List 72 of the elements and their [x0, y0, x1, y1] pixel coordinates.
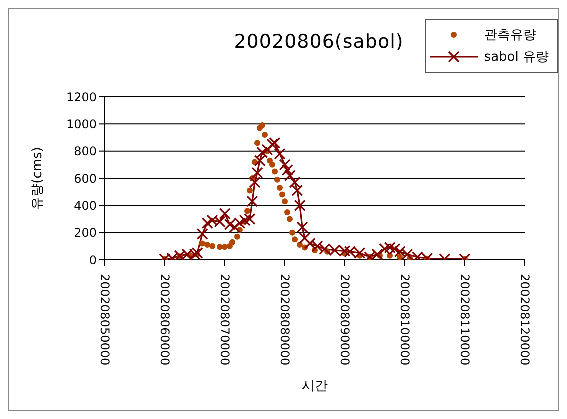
point — [266, 138, 278, 150]
point — [254, 140, 260, 146]
point — [277, 185, 283, 192]
point — [234, 234, 240, 240]
y-tick-label: 800 — [74, 144, 97, 159]
point — [397, 254, 403, 260]
x-tick-label: 200208120000 — [518, 274, 532, 366]
legend-label: sabol 유량 — [484, 49, 549, 66]
point — [284, 209, 290, 216]
point — [297, 242, 303, 248]
x-tick-label: 200208110000 — [458, 274, 472, 366]
point — [294, 200, 306, 212]
x-tick-label: 200208080000 — [278, 274, 292, 366]
y-axis-title: 유량(cms) — [30, 147, 46, 210]
point — [304, 238, 316, 250]
point — [249, 176, 261, 188]
point — [384, 242, 396, 254]
x-tick-label: 200208070000 — [218, 274, 232, 366]
y-tick-label: 200 — [74, 226, 97, 240]
point — [274, 176, 280, 183]
x-axis-title: 시간 — [302, 379, 328, 394]
point — [284, 170, 296, 182]
point — [204, 242, 210, 248]
point — [256, 146, 268, 158]
point — [254, 155, 266, 167]
y-tick-label: 400 — [74, 198, 97, 213]
y-tick-label: 1000 — [66, 117, 97, 132]
point — [394, 246, 406, 258]
point — [244, 213, 256, 226]
y-tick-label: 1200 — [66, 90, 97, 104]
point — [290, 230, 296, 236]
point — [246, 196, 258, 208]
point — [289, 176, 301, 188]
point — [252, 167, 264, 179]
point — [282, 164, 294, 176]
point — [262, 144, 274, 156]
point — [270, 162, 276, 168]
point — [296, 222, 308, 234]
chart-title: 20020806(sabol) — [234, 31, 404, 53]
point — [269, 137, 281, 149]
point — [282, 198, 288, 205]
point — [292, 236, 298, 243]
point — [196, 228, 208, 240]
point — [227, 243, 233, 250]
point — [219, 208, 231, 220]
point — [222, 244, 228, 250]
y-tick-label: 600 — [74, 172, 97, 186]
point — [287, 216, 293, 222]
x-tick-label: 200208090000 — [338, 274, 352, 366]
point — [372, 248, 384, 260]
x-tick-label: 200208060000 — [158, 274, 172, 366]
x-tick-label: 200208050000 — [98, 274, 112, 366]
y-tick-label: 0 — [89, 253, 97, 268]
point — [217, 244, 223, 250]
point — [229, 222, 241, 234]
point — [272, 168, 278, 175]
point — [260, 122, 266, 129]
legend-label: 관측유량 — [484, 27, 536, 44]
point — [312, 240, 324, 252]
point — [247, 188, 253, 194]
point — [244, 208, 250, 214]
point — [210, 243, 216, 250]
point — [274, 148, 286, 160]
point — [200, 240, 206, 247]
point — [279, 159, 291, 171]
point — [280, 192, 286, 198]
point — [262, 132, 268, 138]
point — [299, 232, 311, 244]
point — [292, 184, 304, 197]
x-tick-label: 200208100000 — [398, 274, 412, 366]
point — [230, 239, 236, 246]
point — [239, 214, 251, 226]
